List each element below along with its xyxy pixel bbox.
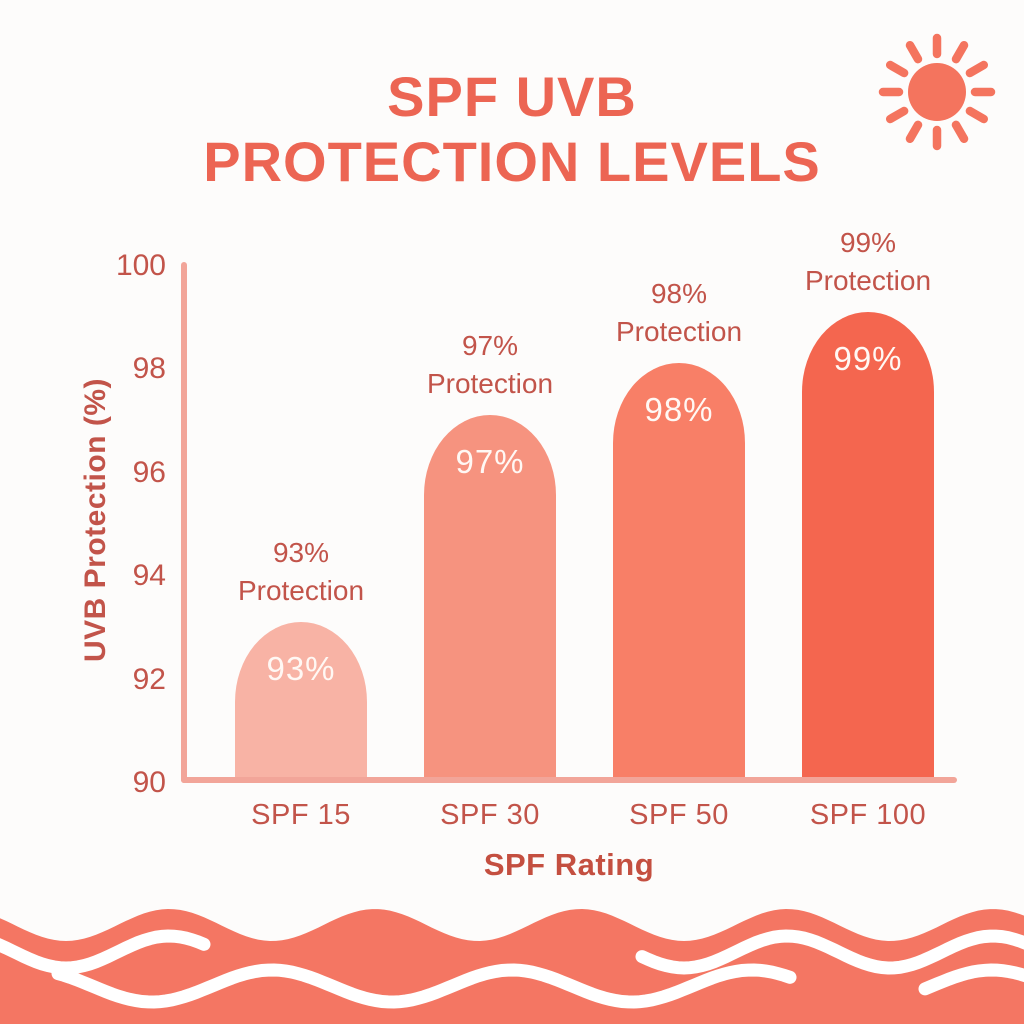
- bar-value-label: 99%: [833, 339, 903, 377]
- x-tick-label: SPF 15: [251, 799, 351, 831]
- annotation-value: 93%: [272, 536, 330, 568]
- annotation-value: 99%: [839, 226, 897, 258]
- bar-annotation: 99% Protection: [758, 224, 978, 300]
- bar-spf-30: [424, 415, 556, 777]
- y-tick-label: 92: [132, 662, 166, 696]
- wave-line-upper-right: [635, 929, 1024, 975]
- x-axis-line: [181, 777, 957, 783]
- x-axis-title: SPF Rating: [483, 847, 655, 882]
- y-tick-label: 96: [132, 455, 166, 489]
- annotation-value: 97%: [461, 330, 519, 362]
- bar-spf-100: [802, 311, 934, 777]
- bar-value-label: 97%: [455, 443, 525, 481]
- y-tick-label: 94: [132, 559, 166, 593]
- x-tick-label: SPF 50: [629, 799, 729, 831]
- title-line-1: SPF UVB: [387, 65, 637, 128]
- y-tick-label: 98: [132, 352, 166, 386]
- x-tick-label: SPF 100: [809, 799, 927, 831]
- title-line-2: PROTECTION LEVELS: [203, 130, 821, 193]
- bar-spf-15: [235, 621, 367, 777]
- y-tick-label: 100: [115, 249, 166, 282]
- bar-value-label: 98%: [644, 391, 714, 429]
- wave-decoration: [0, 909, 1024, 1024]
- wave-line-lower-right: [918, 963, 1024, 996]
- annotation-word: Protection: [615, 316, 743, 348]
- bar-annotation: 97% Protection: [380, 327, 600, 403]
- y-axis-line: [181, 262, 187, 783]
- y-tick-label: 90: [132, 766, 166, 799]
- sun-icon: [878, 33, 996, 151]
- wave-line-lower-left: [51, 963, 797, 1009]
- bar-spf-50: [613, 363, 745, 777]
- bar-annotation: 98% Protection: [569, 275, 789, 351]
- x-tick-label: SPF 30: [440, 799, 540, 831]
- annotation-word: Protection: [804, 264, 932, 296]
- annotation-word: Protection: [426, 368, 554, 400]
- page-title: SPF UVB PROTECTION LEVELS: [0, 64, 1024, 194]
- wave-line-upper-left: [0, 929, 211, 975]
- bar-annotation: 93% Protection: [191, 534, 411, 610]
- bar-value-label: 93%: [266, 649, 336, 687]
- annotation-word: Protection: [237, 574, 365, 606]
- annotation-value: 98%: [650, 278, 708, 310]
